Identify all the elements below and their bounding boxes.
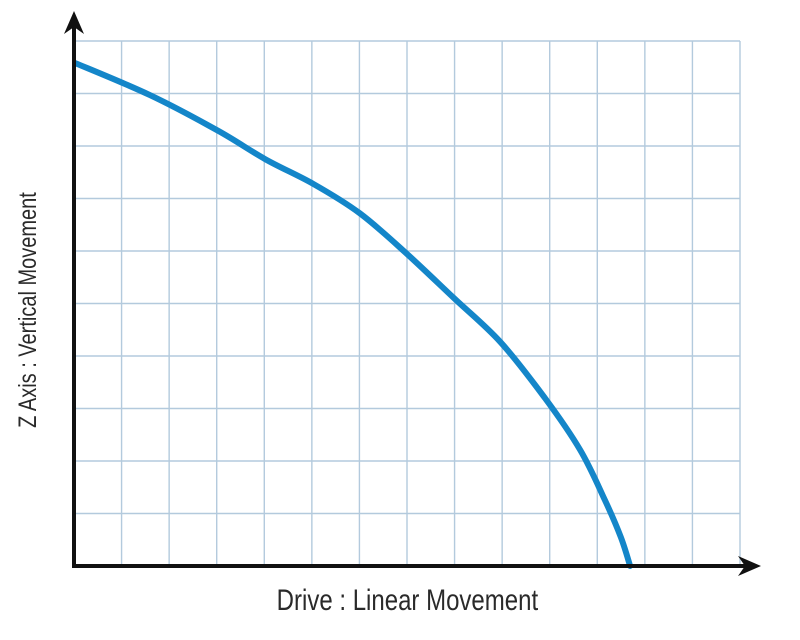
x-axis-arrowhead-icon xyxy=(738,556,761,576)
data-curve xyxy=(72,60,634,569)
y-axis-label-text: Z Axis : Vertical Movement xyxy=(14,192,42,428)
x-axis-label: Drive : Linear Movement xyxy=(74,584,740,618)
y-axis-label: Z Axis : Vertical Movement xyxy=(14,163,42,458)
x-axis-label-text: Drive : Linear Movement xyxy=(276,584,538,617)
y-axis-arrowhead-icon xyxy=(64,11,84,34)
